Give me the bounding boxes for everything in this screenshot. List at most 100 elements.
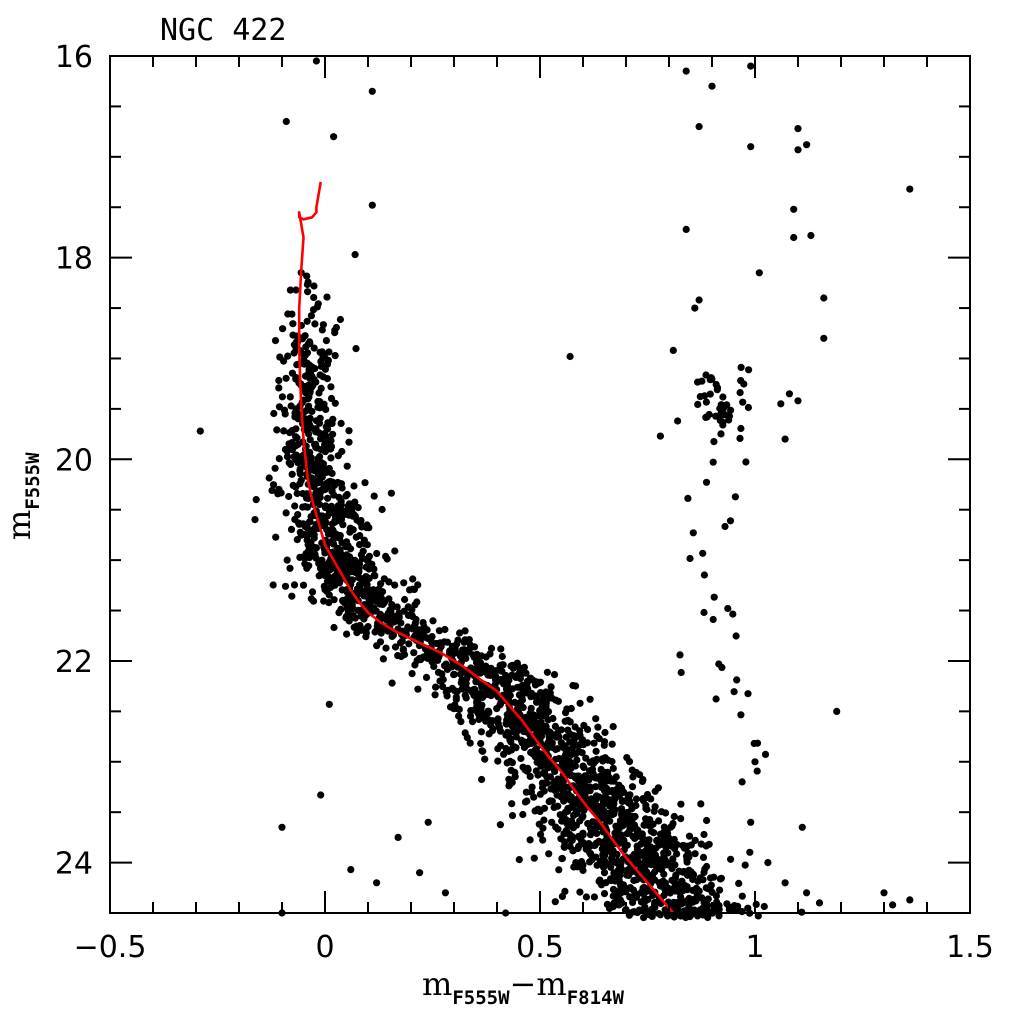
data-point [555,866,563,874]
y-tick-label: 20 [55,443,93,478]
isochrone-curve [297,181,675,914]
data-point [486,650,494,658]
data-point [368,201,376,209]
data-point [281,410,289,418]
data-point [622,888,630,896]
data-point [443,692,451,700]
data-point [638,777,647,786]
data-point [463,734,471,742]
data-point [558,892,567,901]
data-point [285,492,293,501]
data-point [327,574,335,582]
data-point [593,773,601,781]
data-point [549,779,558,787]
data-point [424,818,432,826]
data-point [457,718,465,726]
data-point [395,613,403,621]
data-point [565,830,573,838]
data-point [494,745,502,753]
data-point [744,904,752,912]
data-point [310,344,318,352]
data-point [678,899,686,907]
data-point [560,843,568,851]
data-point [739,398,747,406]
data-point [803,141,811,149]
data-point [387,606,395,614]
data-point [524,764,532,773]
data-point [794,397,802,405]
data-point [314,300,322,308]
data-point [311,364,319,373]
data-point [279,325,287,333]
data-point [496,821,504,829]
data-point [798,823,806,831]
data-point [576,741,584,749]
data-point [731,493,740,501]
data-point [682,67,690,75]
axis-ticks [109,55,971,914]
data-point [432,683,440,691]
data-point [554,697,563,705]
data-point [527,693,535,701]
data-point [345,438,353,446]
data-point [562,733,570,741]
data-point [355,581,364,589]
data-point [575,772,583,780]
data-point [719,418,727,426]
data-point [347,866,355,874]
data-point [652,844,660,852]
data-point [411,661,419,669]
data-point [307,312,315,320]
data-point [331,352,339,360]
data-point [754,912,762,920]
data-point [478,775,486,784]
data-point [317,384,325,392]
data-point [337,605,345,614]
x-tick-label: 1 [745,930,764,965]
data-point [587,850,595,858]
data-point [362,563,370,571]
data-point [511,663,519,671]
data-point [520,668,528,676]
data-point [466,712,475,720]
data-point [526,721,534,729]
data-point [363,521,371,529]
data-point [368,605,376,614]
data-point [530,854,538,862]
data-point [322,432,330,440]
data-point [606,817,614,825]
data-point [889,901,897,909]
data-point [416,869,424,877]
data-point [562,762,571,770]
y-axis-label-text: mF555W [0,452,44,540]
data-point [687,841,695,849]
data-point [621,842,630,850]
data-point [655,879,663,887]
data-point [669,346,677,354]
data-point [507,734,515,743]
data-point [439,683,447,691]
data-point [594,723,602,731]
data-point [635,906,643,914]
data-point [507,766,515,775]
y-axis-label: mF555W [0,452,44,540]
x-axis-label-text: mF555W−mF814W [422,965,624,1009]
data-point [820,334,828,342]
data-point [281,582,290,590]
data-point [640,821,648,829]
data-point [577,858,586,866]
data-point [495,723,503,731]
data-point [540,787,548,795]
data-point [335,493,343,501]
data-point [439,675,447,684]
data-point [283,453,292,461]
data-point [356,541,364,549]
data-point [435,627,443,635]
data-point [565,752,574,760]
data-point [700,830,708,839]
data-point [287,460,295,468]
data-point [458,668,466,676]
data-point [288,427,296,435]
data-point [336,532,344,540]
data-point [562,819,571,827]
